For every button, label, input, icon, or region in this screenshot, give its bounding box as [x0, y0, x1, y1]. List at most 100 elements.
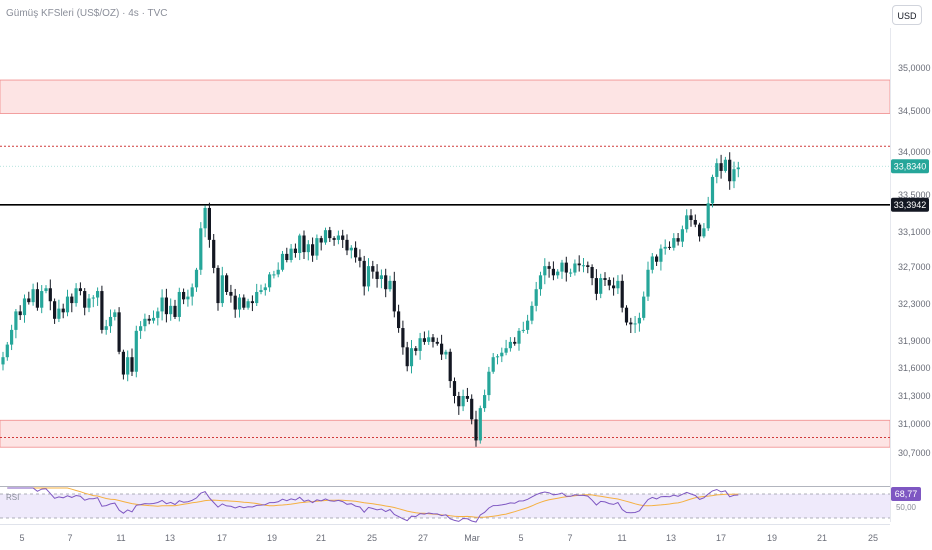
candle-body [216, 267, 220, 304]
candle-body [78, 288, 82, 292]
candle-body [173, 305, 177, 317]
candle-body [199, 228, 203, 270]
time-tick: 11 [617, 533, 626, 543]
candle-body [246, 301, 250, 308]
time-tick: 13 [666, 533, 676, 543]
candle-body [667, 246, 672, 248]
time-axis[interactable]: 5 7 11 13 17 19 21 25 27 Mar 5 7 11 13 1… [19, 533, 878, 543]
time-tick: 11 [116, 533, 125, 543]
candle-body [126, 357, 130, 375]
price-tick: 31,9000 [898, 336, 931, 346]
rsi-value-label: 68,77 [895, 489, 918, 499]
time-tick: 19 [267, 533, 277, 543]
candle-body [44, 288, 48, 292]
price-tags: 33,8340 33,3942 [891, 159, 929, 212]
candle-body [289, 248, 293, 260]
candle-body [207, 207, 211, 240]
candle-body [483, 395, 487, 409]
candle-body [31, 289, 35, 303]
candle-body [719, 163, 723, 171]
candle-body [642, 296, 646, 318]
candle-body [302, 235, 306, 253]
candle-body [332, 238, 336, 240]
candle-body [375, 271, 379, 280]
candle-body [10, 329, 14, 345]
candle-body [560, 262, 564, 272]
candle-body [1, 357, 5, 365]
rsi-line [7, 487, 739, 523]
time-tick: 21 [817, 533, 827, 543]
candle-body [323, 230, 328, 243]
candle-body [624, 307, 629, 323]
resistance-zone[interactable] [0, 419, 891, 448]
candlesticks [1, 152, 740, 447]
candle-body [534, 289, 538, 306]
candle-body [151, 317, 156, 321]
candle-body [526, 320, 530, 330]
candle-body [500, 352, 504, 357]
candle-body [61, 308, 65, 313]
candle-body [693, 219, 697, 225]
candle-body [702, 228, 706, 237]
candle-body [14, 311, 18, 330]
candle-body [465, 396, 469, 399]
rsi-pane[interactable]: RSI 68,77 50,00 [0, 486, 921, 523]
level-price-label: 33,3942 [894, 200, 927, 210]
price-axis[interactable]: 35,0000 34,5000 34,0000 33,5000 33,1000 32,70… [898, 63, 931, 458]
candle-body [100, 291, 104, 330]
candle-body [384, 275, 388, 290]
candle-body [551, 268, 555, 276]
level-price-tag [891, 197, 929, 212]
candle-body [237, 297, 242, 310]
candle-body [40, 291, 44, 308]
candle-body [732, 169, 736, 182]
candle-body [35, 289, 39, 308]
candle-body [689, 215, 693, 220]
last-price-label: 33,8340 [894, 161, 927, 171]
candle-body [220, 275, 224, 304]
time-tick: 19 [767, 533, 777, 543]
candle-body [298, 235, 302, 253]
candle-body [659, 248, 663, 262]
candle-body [108, 316, 113, 327]
candle-body [229, 291, 233, 296]
candle-body [285, 253, 289, 260]
candle-body [156, 311, 160, 318]
candle-body [629, 322, 633, 325]
candle-body [517, 330, 521, 344]
candle-body [48, 288, 52, 302]
candle-body [478, 408, 482, 441]
candle-body [487, 371, 491, 396]
candle-body [371, 266, 375, 272]
resistance-zone[interactable] [0, 79, 891, 114]
candle-body [366, 266, 371, 287]
candle-body [440, 343, 444, 355]
candle-body [276, 269, 280, 275]
candle-body [508, 341, 512, 349]
candle-body [646, 269, 650, 297]
candle-body [263, 287, 267, 291]
candle-body [444, 351, 448, 355]
candle-body [599, 278, 603, 294]
candle-body [194, 269, 199, 288]
candle-body [470, 398, 474, 420]
price-tick: 32,7000 [898, 262, 931, 272]
candle-body [233, 295, 237, 310]
rsi-ma-line [7, 487, 739, 518]
time-tick: 5 [518, 533, 523, 543]
candle-body [422, 338, 426, 342]
time-tick: 13 [165, 533, 175, 543]
rsi-mid-label: 50,00 [896, 503, 917, 512]
time-tick: 7 [567, 533, 572, 543]
candle-body [104, 326, 108, 330]
price-tick: 32,3000 [898, 299, 931, 309]
candle-body [57, 308, 61, 319]
currency-button[interactable]: USD [892, 5, 922, 25]
time-tick: 25 [868, 533, 878, 543]
candle-body [633, 323, 637, 325]
candle-body [409, 348, 414, 367]
candle-body [474, 419, 478, 441]
candle-body [336, 235, 340, 240]
candle-body [293, 248, 297, 253]
